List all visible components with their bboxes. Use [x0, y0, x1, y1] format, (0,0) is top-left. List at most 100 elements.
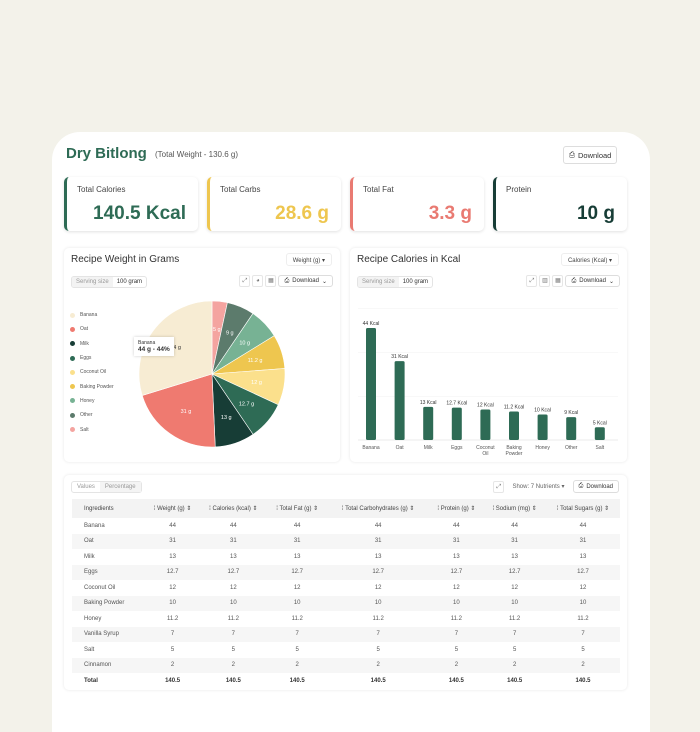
column-header[interactable]: ⁞ Protein (g) ⇕: [429, 499, 484, 518]
expand-icon[interactable]: ⤢: [526, 275, 538, 287]
table-cell: Eggs: [72, 564, 147, 580]
download-chart-button[interactable]: ⎙ Download ⌄: [565, 275, 620, 287]
table-icon[interactable]: ▦: [552, 275, 564, 287]
download-icon: ⎙: [284, 277, 290, 284]
stat-card: Total Calories 140.5 Kcal: [64, 177, 198, 231]
total-weight: (Total Weight - 130.6 g): [155, 150, 239, 159]
table-cell: 11.2: [577, 615, 589, 622]
pie-chart: 5 g 9 g 10 g 11.2 g 12 g 12.7 g 13 g 31 g 44 g: [138, 300, 286, 448]
legend-item[interactable]: Banana: [70, 308, 114, 322]
column-header[interactable]: ⁞ Total Fat (g) ⇕: [267, 499, 327, 518]
legend-item[interactable]: Honey: [70, 394, 114, 408]
table-cell: 13: [374, 553, 382, 560]
table-cell: 12.7: [429, 564, 484, 580]
table-cell: 5: [231, 646, 236, 653]
table-cell: 12: [293, 584, 301, 591]
table-row: Coconut Oil 12 12 12 12 12 12 12: [72, 580, 620, 596]
column-header[interactable]: ⁞ Calories (kcal) ⇕: [199, 499, 268, 518]
table-row: Salt 5 5 5 5 5 5 5: [72, 642, 620, 658]
serving-size[interactable]: Serving size 100 gram: [357, 276, 434, 288]
column-header[interactable]: ⁞ Weight (g) ⇕: [146, 499, 200, 518]
table-cell: 140.5: [146, 673, 200, 689]
legend-item[interactable]: Other: [70, 408, 114, 422]
stat-value: 3.3 g: [428, 203, 472, 224]
download-chart-button[interactable]: ⎙ Download ⌄: [278, 275, 333, 287]
bar[interactable]: [394, 361, 405, 440]
table-cell: Oat: [72, 533, 147, 549]
values-tab[interactable]: Values: [77, 484, 95, 490]
download-icon: ⎙: [571, 277, 577, 284]
x-tick-label: Other: [565, 445, 578, 451]
column-header[interactable]: ⁞ Sodium (mg) ⇕: [483, 499, 547, 518]
legend-item[interactable]: Milk: [70, 337, 114, 351]
download-table-button[interactable]: ⎙ Download: [572, 480, 619, 493]
bar[interactable]: [423, 406, 434, 440]
bar[interactable]: [566, 417, 577, 440]
legend-swatch: [70, 398, 75, 404]
bar[interactable]: [537, 414, 548, 440]
pie-chart-icon[interactable]: ◕: [252, 275, 264, 287]
panel-title: Recipe Weight in Grams: [71, 254, 180, 265]
stat-label: Total Fat: [363, 185, 394, 194]
legend-item[interactable]: Coconut Oil: [70, 365, 114, 379]
bar[interactable]: [366, 328, 376, 440]
table-cell: 44: [374, 522, 382, 529]
x-tick-label: Salt: [595, 445, 604, 451]
table-cell: 12: [579, 584, 587, 591]
metric-select[interactable]: Weight (g) ▾: [285, 253, 332, 266]
bar-chart-icon[interactable]: ▥: [539, 275, 551, 287]
stat-card: Total Fat 3.3 g: [350, 177, 484, 231]
download-button[interactable]: ⎙ Download: [563, 146, 618, 164]
table-cell: 10: [483, 595, 547, 611]
nutrients-table: Ingredients ⁞ Weight (g) ⇕ ⁞ Calories (kca…: [72, 499, 620, 689]
x-tick-label: Honey: [535, 445, 550, 451]
legend-swatch: [70, 384, 75, 390]
table-cell: 13: [511, 553, 518, 560]
table-cell: Baking Powder: [72, 595, 147, 611]
table-cell: Milk: [84, 553, 95, 560]
table-icon[interactable]: ▦: [265, 275, 277, 287]
table-row: Banana 44 44 44 44 44 44 44: [72, 518, 620, 534]
table-row: Baking Powder 10 10 10 10 10 10 10: [72, 595, 620, 611]
download-icon: ⎙: [569, 150, 575, 159]
table-cell: 7: [429, 626, 484, 642]
table-cell: 12: [230, 584, 237, 591]
x-tick-label: Milk: [424, 445, 433, 451]
bar[interactable]: [509, 411, 519, 440]
expand-icon[interactable]: ⤢: [493, 480, 505, 493]
column-header[interactable]: Ingredients: [72, 499, 147, 518]
expand-icon[interactable]: ⤢: [239, 275, 251, 287]
pie-slice-oat[interactable]: [141, 373, 216, 448]
metric-select[interactable]: Calories (Kcal) ▾: [560, 253, 619, 266]
table-cell: 5: [170, 646, 175, 653]
table-cell: 12.7: [326, 564, 430, 580]
pie-label: 44 g: [170, 345, 181, 351]
legend-swatch: [70, 341, 75, 347]
view-toggle[interactable]: Values Percentage: [71, 481, 142, 493]
legend: Banana Oat Milk Eggs Coconut Oil Baking Powde…: [70, 308, 114, 437]
table-cell: 10: [326, 595, 430, 611]
table-cell: 12.7: [546, 564, 620, 580]
legend-item[interactable]: Baking Powder: [70, 379, 114, 393]
pie-slice-banana[interactable]: [138, 300, 213, 396]
table-cell: 10: [429, 595, 484, 611]
table-cell: 44: [453, 522, 460, 529]
table-cell: 10: [267, 595, 327, 611]
bar[interactable]: [451, 407, 462, 440]
bar-label: 11.2 Kcal: [504, 404, 524, 410]
legend-item[interactable]: Oat: [70, 322, 114, 336]
legend-item[interactable]: Eggs: [70, 351, 114, 365]
table-cell: 12.7: [483, 564, 547, 580]
bar[interactable]: [480, 409, 491, 440]
nutrients-select[interactable]: Show: 7 Nutrients ▾: [512, 484, 565, 490]
pie-label: 10 g: [239, 341, 250, 347]
legend-item[interactable]: Salt: [70, 422, 114, 436]
table-cell: Honey: [84, 615, 102, 622]
percentage-tab[interactable]: Percentage: [99, 482, 141, 492]
column-header[interactable]: ⁞ Total Carbohydrates (g) ⇕: [326, 499, 430, 518]
table-row: Total 140.5 140.5 140.5 140.5 140.5 140.5 140.5: [72, 673, 620, 689]
bar-label: 9 Kcal: [564, 410, 578, 416]
bar[interactable]: [594, 427, 605, 440]
serving-size[interactable]: Serving size 100 gram: [71, 276, 148, 288]
column-header[interactable]: ⁞ Total Sugars (g) ⇕: [546, 499, 620, 518]
